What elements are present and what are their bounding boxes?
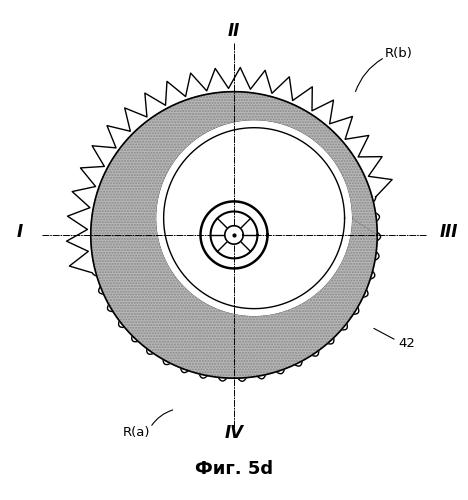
Text: III: III <box>439 222 458 240</box>
Text: I: I <box>16 222 22 240</box>
Polygon shape <box>91 92 377 378</box>
Polygon shape <box>225 226 243 244</box>
Text: 42: 42 <box>398 338 415 350</box>
Polygon shape <box>157 121 351 316</box>
Text: II: II <box>228 22 240 40</box>
Polygon shape <box>66 68 392 382</box>
Text: R(a): R(a) <box>123 426 150 439</box>
Text: Фиг. 5d: Фиг. 5d <box>195 460 273 478</box>
Text: R(b): R(b) <box>385 48 413 60</box>
Text: IV: IV <box>225 424 243 442</box>
